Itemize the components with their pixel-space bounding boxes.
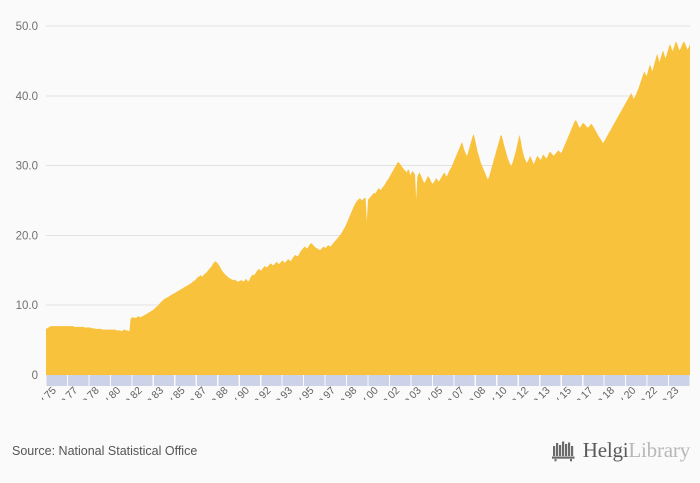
area-chart: 0 10.0 20.0 30.0 40.0 50.0 May 75Jan 77Sep 78… — [16, 21, 691, 400]
library-building-icon — [551, 441, 575, 461]
brand-secondary-text: Library — [628, 438, 690, 462]
x-axis-labels: May 75Jan 77Sep 78May 80Jan 82Sep 83May … — [26, 385, 681, 400]
y-axis-tick-label: 30.0 — [16, 161, 38, 173]
brand-primary-text: Helgi — [582, 438, 629, 462]
source-label: Source: National Statistical Office — [12, 444, 198, 458]
series-area — [46, 41, 690, 376]
plot-area: 0 10.0 20.0 30.0 40.0 50.0 May 75Jan 77Sep 78… — [16, 21, 691, 400]
y-axis-labels: 0 10.0 20.0 30.0 40.0 50.0 — [16, 21, 38, 382]
x-axis-tick-label: May 75 — [26, 385, 59, 400]
x-axis-band — [45, 375, 691, 386]
chart-footer: Source: National Statistical Office Helg… — [0, 430, 700, 483]
y-axis-tick-label: 20.0 — [16, 230, 38, 242]
brand-text: HelgiLibrary — [583, 438, 690, 463]
y-axis-tick-label: 10.0 — [16, 300, 38, 312]
y-axis-tick-label: 0 — [32, 370, 38, 382]
brand-logo[interactable]: HelgiLibrary — [551, 438, 690, 463]
y-axis-tick-label: 40.0 — [16, 91, 38, 103]
y-axis-tick-label: 50.0 — [16, 21, 38, 33]
